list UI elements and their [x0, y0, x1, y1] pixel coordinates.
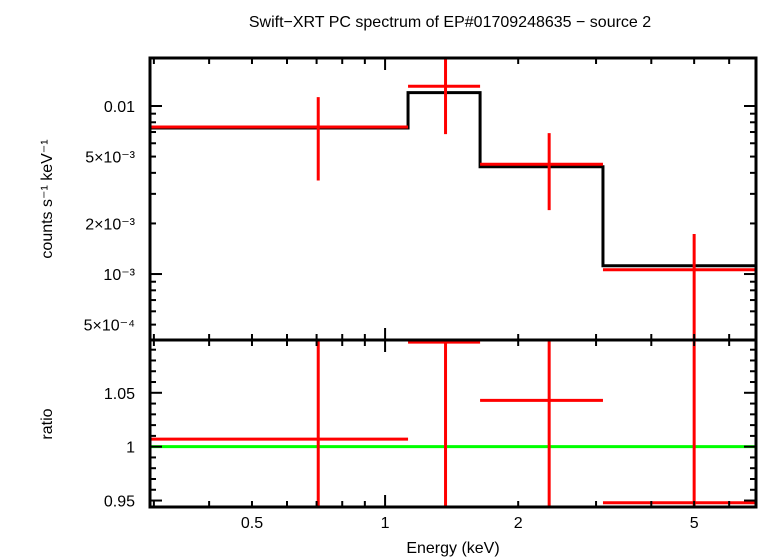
y-tick-label: 10⁻³: [103, 267, 135, 284]
top-panel-plot: [150, 58, 756, 340]
ratio-y-tick-label: 0.95: [104, 494, 135, 511]
ratio-panel-frame: [148, 338, 758, 509]
ratio-y-tick-label: 1.05: [104, 386, 135, 403]
y-tick-label: 5×10⁻⁴: [84, 318, 135, 335]
axes: 0.5 1 2 5 0.01 5×10⁻³ 2×10⁻³ 10⁻³ 5×10⁻⁴ 1.05 1 0.9…: [84, 56, 758, 532]
x-tick-label: 2: [514, 515, 523, 532]
y-tick-label: 5×10⁻³: [85, 150, 135, 167]
ratio-y-tick-label: 1: [126, 440, 135, 457]
y-axis-label-top: counts s⁻¹ keV⁻¹: [39, 139, 56, 258]
y-axis-label-bottom: ratio: [39, 408, 56, 439]
x-tick-label: 5: [690, 515, 699, 532]
x-axis-label: Energy (keV): [406, 540, 499, 557]
y-tick-label: 2×10⁻³: [85, 216, 135, 233]
top-panel-frame: [148, 56, 758, 342]
ratio-panel-plot: [150, 340, 756, 507]
x-tick-label: 0.5: [241, 515, 263, 532]
model-step-line: [150, 91, 756, 268]
chart-title: Swift−XRT PC spectrum of EP#01709248635 …: [249, 14, 651, 31]
y-tick-label: 0.01: [104, 99, 135, 116]
x-tick-label: 1: [381, 515, 390, 532]
